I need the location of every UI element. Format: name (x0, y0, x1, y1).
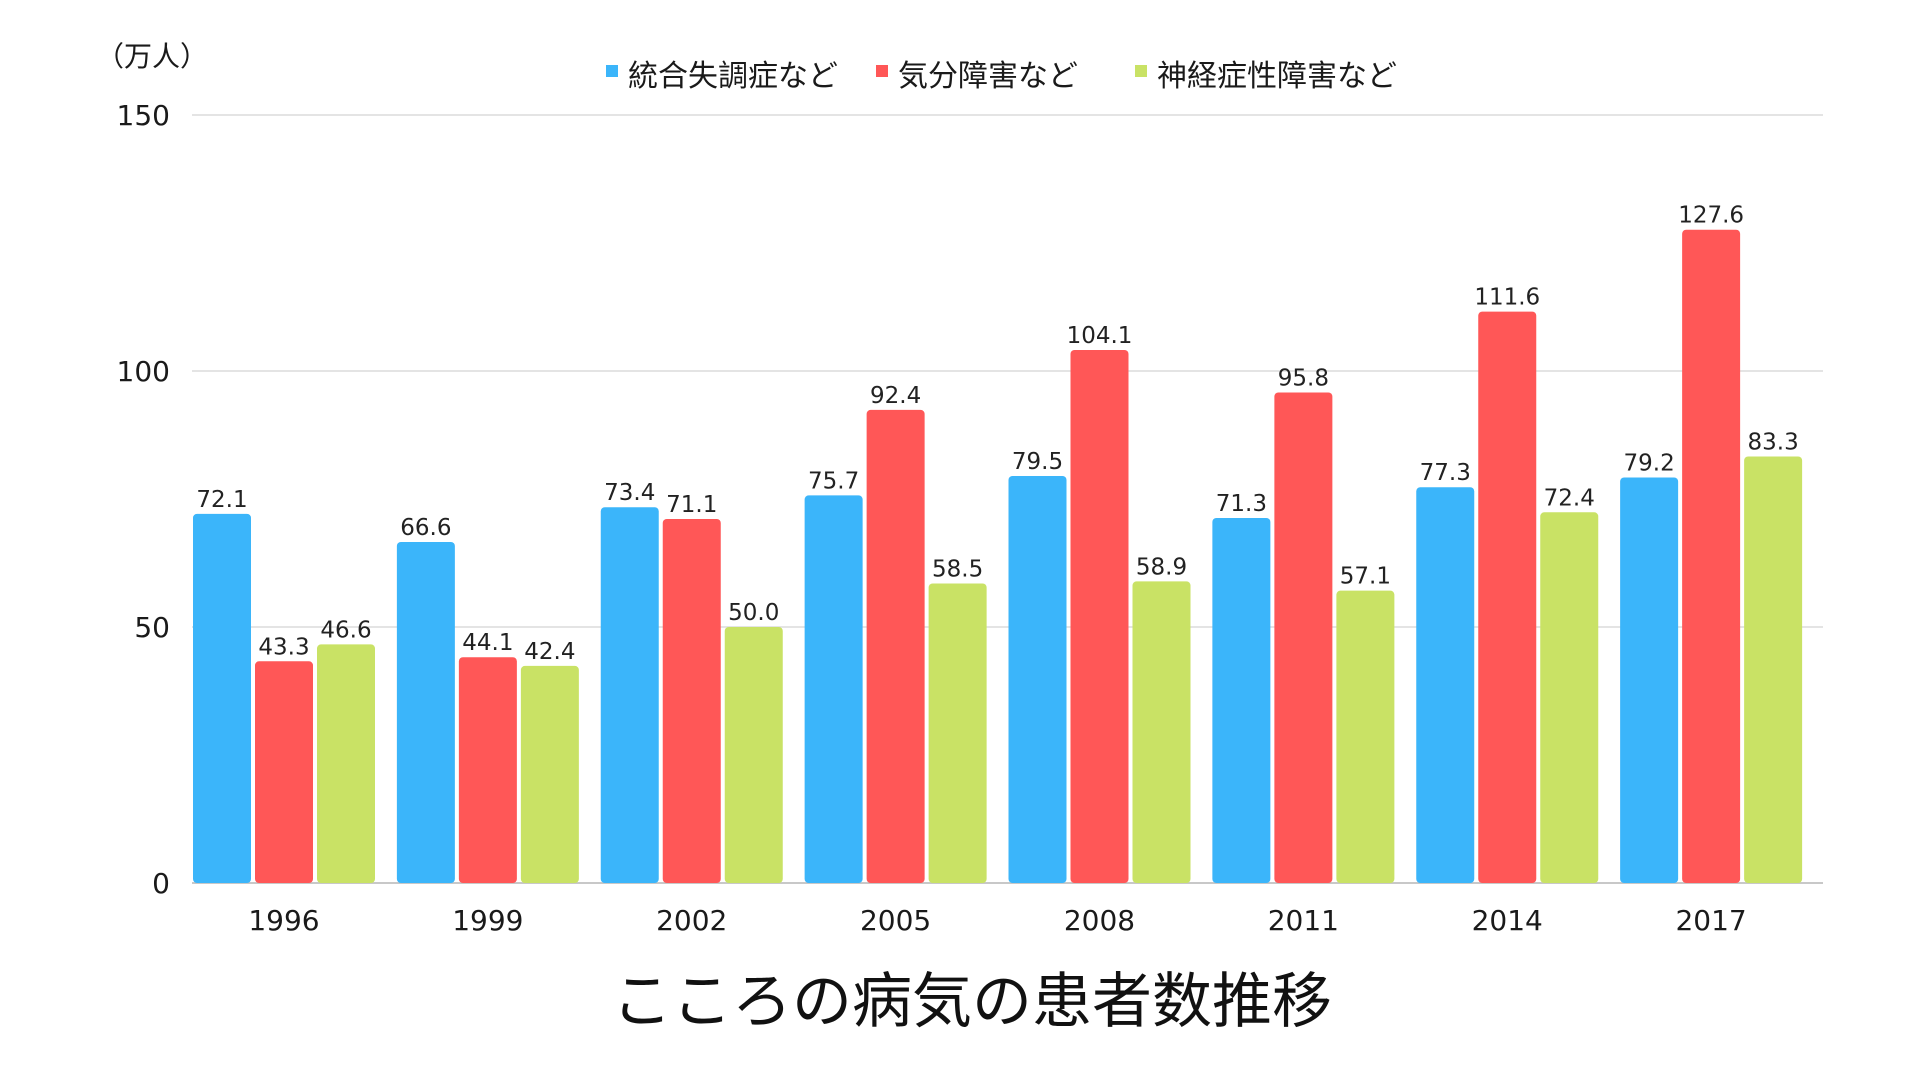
bar-2002-series-3 (724, 627, 783, 883)
data-label-2011-series-1: 71.3 (1216, 491, 1267, 517)
data-label-2005-series-3: 58.5 (932, 556, 983, 582)
data-label-2011-series-2: 95.8 (1278, 366, 1329, 392)
y-axis-ticks: 0 50 100 150 (117, 99, 170, 900)
bar-2011-series-2 (1274, 392, 1333, 883)
bar-2014-series-3 (1540, 512, 1599, 883)
bar-2008-series-3 (1132, 581, 1191, 883)
bar-1996-series-3 (317, 644, 375, 883)
y-tick-label-150: 150 (117, 99, 170, 132)
legend-label-1: 統合失調症など (628, 59, 838, 94)
data-label-2005-series-1: 75.7 (808, 468, 859, 494)
x-tick-label-2002: 2002 (656, 904, 727, 937)
data-label-2011-series-3: 57.1 (1340, 564, 1391, 590)
data-label-2017-series-3: 83.3 (1748, 430, 1799, 456)
data-label-1999-series-1: 66.6 (400, 515, 451, 541)
y-axis-unit-label: （万人） (96, 40, 208, 73)
x-axis-ticks: 1996 1999 2002 2005 2008 2011 2014 2017 (248, 904, 1746, 937)
data-label-2008-series-1: 79.5 (1012, 449, 1063, 475)
bar-2014-series-2 (1478, 311, 1537, 883)
data-label-2002-series-3: 50.0 (728, 600, 779, 626)
legend-swatch-3 (1135, 65, 1147, 77)
data-label-1996-series-3: 46.6 (320, 617, 371, 643)
data-label-1999-series-3: 42.4 (524, 639, 575, 665)
x-tick-label-1999: 1999 (452, 904, 523, 937)
data-label-2014-series-1: 77.3 (1420, 460, 1471, 486)
chart-title: こころの病気の患者数推移 (612, 967, 1332, 1037)
bar-2002-series-2 (662, 518, 721, 883)
data-label-2014-series-3: 72.4 (1544, 485, 1595, 511)
x-tick-label-2014: 2014 (1472, 904, 1543, 937)
data-labels: 72.1 43.3 46.6 66.6 44.1 42.4 73.4 71.1 50.0 75.7… (196, 203, 1798, 665)
legend-swatch-2 (876, 65, 888, 77)
bar-2005-series-2 (866, 409, 925, 883)
legend-label-2: 気分障害など (898, 59, 1078, 94)
data-label-1999-series-2: 44.1 (462, 630, 513, 656)
x-tick-label-2008: 2008 (1064, 904, 1135, 937)
data-label-2017-series-2: 127.6 (1678, 203, 1744, 229)
bar-2017-series-2 (1682, 229, 1741, 884)
x-tick-label-2017: 2017 (1675, 904, 1746, 937)
data-label-2002-series-1: 73.4 (604, 480, 655, 506)
bar-1999-series-1 (396, 542, 455, 883)
bar-1999-series-3 (520, 665, 579, 883)
bar-1996-series-2 (255, 661, 313, 883)
y-tick-label-50: 50 (134, 611, 170, 644)
legend: 統合失調症など 気分障害など 神経症性障害など (606, 59, 1397, 94)
bar-2002-series-1 (600, 507, 659, 883)
y-tick-label-100: 100 (117, 355, 170, 388)
bar-1996-series-1 (193, 513, 251, 883)
y-tick-label-0: 0 (152, 867, 170, 900)
bar-2008-series-2 (1070, 350, 1129, 883)
legend-label-3: 神経症性障害など (1157, 59, 1397, 94)
data-label-1996-series-2: 43.3 (258, 634, 309, 660)
x-tick-label-2011: 2011 (1268, 904, 1339, 937)
data-label-2005-series-2: 92.4 (870, 383, 921, 409)
bar-2014-series-1 (1416, 487, 1475, 883)
data-label-2014-series-2: 111.6 (1474, 285, 1540, 311)
data-label-2002-series-2: 71.1 (666, 492, 717, 518)
bar-1999-series-2 (458, 657, 517, 883)
bar-2011-series-3 (1336, 590, 1395, 883)
bar-2005-series-1 (804, 495, 863, 883)
legend-swatch-1 (606, 65, 618, 77)
bar-2017-series-1 (1620, 477, 1679, 883)
bar-2008-series-1 (1008, 475, 1067, 883)
bar-2011-series-1 (1212, 517, 1271, 883)
bars (193, 229, 1803, 884)
data-label-2017-series-1: 79.2 (1624, 450, 1675, 476)
data-label-1996-series-1: 72.1 (196, 487, 247, 513)
data-label-2008-series-2: 104.1 (1067, 323, 1133, 349)
data-label-2008-series-3: 58.9 (1136, 554, 1187, 580)
bar-2005-series-3 (928, 583, 987, 883)
bar-2017-series-3 (1744, 456, 1803, 883)
x-tick-label-2005: 2005 (860, 904, 931, 937)
x-tick-label-1996: 1996 (248, 904, 319, 937)
